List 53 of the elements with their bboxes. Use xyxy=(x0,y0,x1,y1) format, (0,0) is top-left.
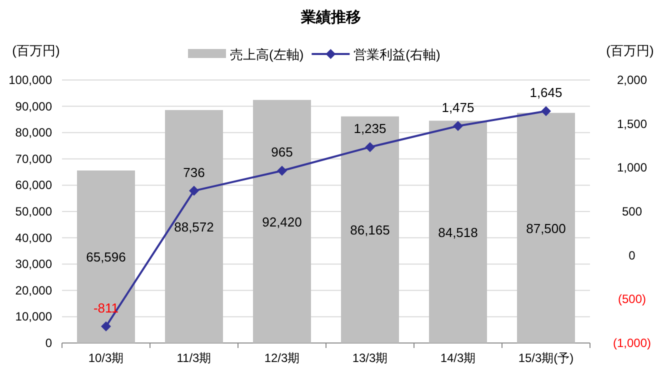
y2-tick-label: 1,000 xyxy=(616,160,648,175)
y2-tick-label: (1,000) xyxy=(612,336,652,350)
data-label: 736 xyxy=(183,164,205,180)
x-tick-label: 10/3期 xyxy=(88,351,124,365)
point xyxy=(189,186,199,196)
data-label: 1,645 xyxy=(530,85,562,100)
y-tick-label: 80,000 xyxy=(15,126,52,140)
bar xyxy=(517,112,575,343)
y-tick-label: 100,000 xyxy=(8,73,52,87)
point xyxy=(101,321,111,332)
x-tick-label: 12/3期 xyxy=(264,351,300,365)
x-tick-label: 14/3期 xyxy=(440,351,476,365)
data-label: 87,500 xyxy=(526,220,566,236)
y-tick-label: 60,000 xyxy=(15,178,52,192)
y2-tick-label: 0 xyxy=(628,248,636,262)
bar xyxy=(165,110,223,343)
data-label: 965 xyxy=(271,144,293,160)
y-axis-title: (百万円) xyxy=(12,43,60,58)
x-tick-label: 15/3期(予) xyxy=(518,351,574,365)
y-tick-label: 30,000 xyxy=(15,257,52,272)
y2-tick-label: (500) xyxy=(618,292,646,306)
y2-axis-title: (百万円) xyxy=(606,43,654,58)
x-tick-label: 11/3期 xyxy=(176,351,212,365)
y-tick-label: 40,000 xyxy=(15,230,52,245)
data-label: -811 xyxy=(93,300,119,316)
bar xyxy=(77,170,135,343)
y-tick-label: 90,000 xyxy=(15,99,52,114)
bar xyxy=(341,116,399,343)
bar xyxy=(253,100,311,343)
data-label: 86,165 xyxy=(350,222,390,238)
data-label: 92,420 xyxy=(262,214,302,230)
data-label: 1,475 xyxy=(442,100,474,116)
point xyxy=(277,166,287,176)
point xyxy=(541,106,551,116)
data-label: 1,235 xyxy=(354,121,386,136)
data-label: 65,596 xyxy=(86,250,126,265)
bar xyxy=(429,120,487,343)
x-tick-label: 13/3期 xyxy=(352,351,388,365)
data-label: 88,572 xyxy=(174,220,214,235)
legend-label: 売上高(左軸) xyxy=(230,47,304,62)
y2-tick-label: 2,000 xyxy=(616,73,648,87)
y2-tick-label: 500 xyxy=(622,204,642,218)
data-label: 84,518 xyxy=(438,224,478,240)
legend-label: 営業利益(右軸) xyxy=(354,47,440,62)
point xyxy=(365,142,375,152)
y-tick-label: 0 xyxy=(45,336,52,350)
y-tick-label: 70,000 xyxy=(15,152,52,166)
y-tick-label: 10,000 xyxy=(15,310,52,324)
chart-title: 業績推移 xyxy=(300,9,361,26)
point xyxy=(453,121,463,132)
y-tick-label: 50,000 xyxy=(15,204,52,218)
y2-tick-label: 1,500 xyxy=(616,116,648,131)
y-tick-label: 20,000 xyxy=(15,283,52,298)
